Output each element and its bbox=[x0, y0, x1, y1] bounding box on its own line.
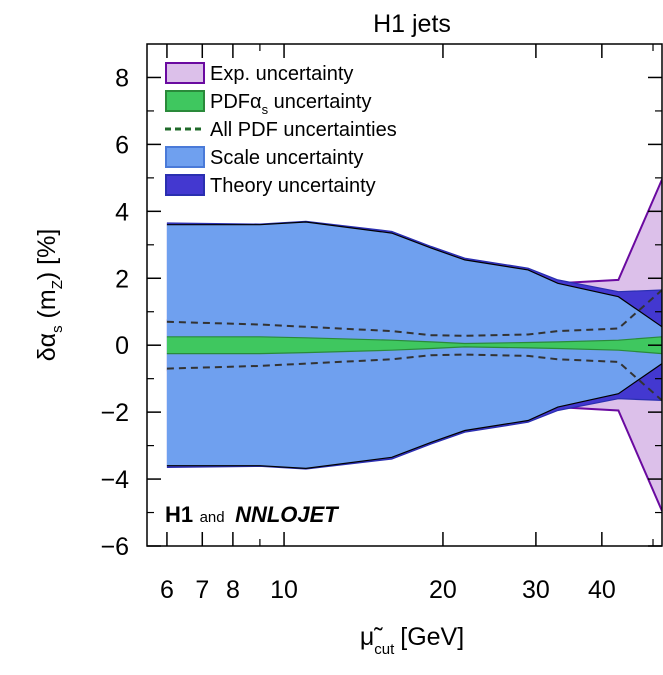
x-tick-label: 6 bbox=[160, 576, 174, 604]
x-tick-label: 7 bbox=[195, 576, 209, 604]
legend-swatch-exp-uncertainty bbox=[165, 62, 205, 84]
legend-label-theory-uncertainty: Theory uncertainty bbox=[210, 175, 376, 197]
legend-label-exp-uncertainty: Exp. uncertainty bbox=[210, 63, 353, 85]
legend-swatch-theory-uncertainty bbox=[165, 174, 205, 196]
legend-label-all-pdf-uncertainties: All PDF uncertainties bbox=[210, 119, 397, 141]
annotation-and: and bbox=[200, 509, 225, 526]
x-tick-label: 20 bbox=[429, 576, 457, 604]
x-tick-label: 30 bbox=[522, 576, 550, 604]
y-tick-label: 2 bbox=[115, 265, 129, 293]
annotation-nnlojet: NNLOJET bbox=[235, 502, 339, 527]
y-tick-label: 6 bbox=[115, 131, 129, 159]
series-all-pdf-uncertainties-upper bbox=[166, 289, 662, 337]
plot-frame bbox=[146, 43, 663, 547]
annotation-h1: H1 bbox=[165, 502, 193, 527]
annotation: H1 and NNLOJET bbox=[165, 502, 339, 527]
series-pdf-uncertainty-band bbox=[166, 336, 662, 354]
legend-label-scale-uncertainty: Scale uncertainty bbox=[210, 147, 363, 169]
legend-label-pdf-uncertainty: PDFαs uncertainty bbox=[210, 91, 371, 117]
chart-title: H1 jets bbox=[373, 10, 451, 38]
x-axis-label: μ̃cut [GeV] bbox=[360, 623, 464, 658]
y-tick-label: 8 bbox=[115, 64, 129, 92]
y-tick-label: −6 bbox=[100, 533, 129, 561]
legend-swatch-pdf-uncertainty bbox=[165, 90, 205, 112]
y-tick-label: −4 bbox=[100, 466, 129, 494]
series-pdf-uncertainty-upper-edge bbox=[166, 336, 662, 345]
series-all-pdf-uncertainties-lower bbox=[166, 353, 662, 402]
x-tick-label: 40 bbox=[588, 576, 616, 604]
y-axis-label: δαs (mZ) [%] bbox=[33, 229, 66, 362]
y-tick-label: −2 bbox=[100, 399, 129, 427]
plot-area bbox=[166, 179, 662, 512]
x-tick-label: 8 bbox=[226, 576, 240, 604]
legend-swatch-scale-uncertainty bbox=[165, 146, 205, 168]
series-pdf-uncertainty-lower-edge bbox=[166, 346, 662, 355]
series-scale-uncertainty-upper-edge bbox=[166, 221, 662, 328]
y-tick-label: 4 bbox=[115, 198, 129, 226]
y-tick-label: 0 bbox=[115, 332, 129, 360]
series-scale-uncertainty-lower-edge bbox=[166, 363, 662, 470]
x-tick-label: 10 bbox=[270, 576, 298, 604]
